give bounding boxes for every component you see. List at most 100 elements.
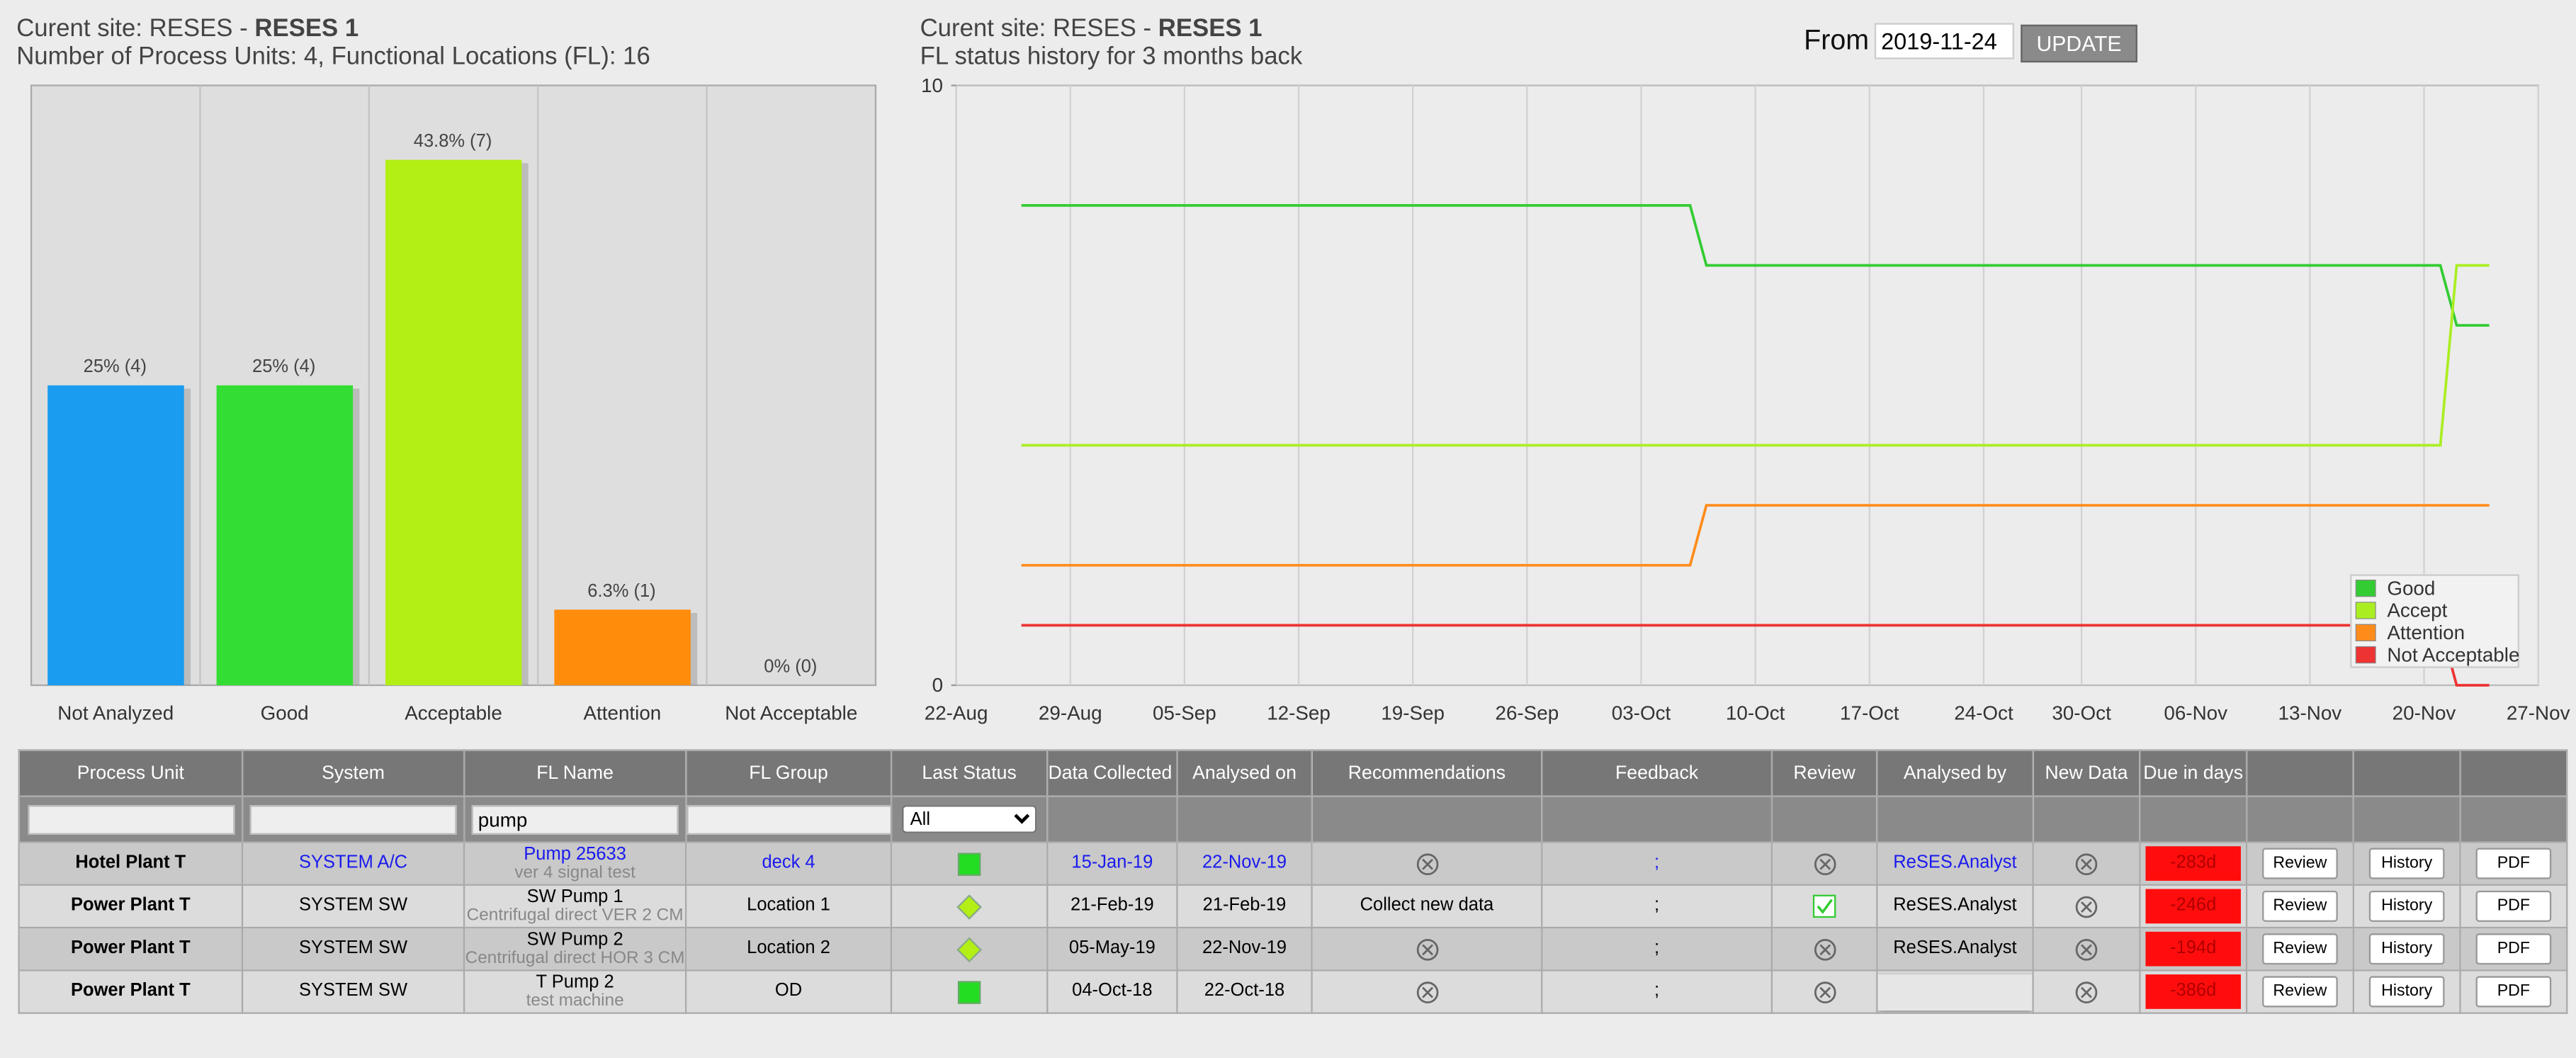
fl-group: deck 4	[684, 841, 893, 886]
new-data	[2032, 884, 2141, 929]
review	[1770, 926, 1878, 972]
x-icon-graphic	[1416, 981, 1438, 1003]
action-button[interactable]: PDF	[2475, 890, 2552, 922]
action-button[interactable]: History	[2368, 933, 2445, 965]
x-icon	[1416, 852, 1438, 874]
column-header: Recommendations	[1311, 749, 1543, 797]
filter-input[interactable]	[687, 804, 890, 834]
column-header: Analysed by	[1876, 749, 2034, 797]
column-header: Last Status	[890, 749, 1049, 797]
action-button[interactable]: History	[2368, 976, 2445, 1008]
analysed-by: ReSES.Analyst	[1876, 926, 2034, 972]
x-tick-label: Attention	[583, 702, 661, 724]
action-button[interactable]: Review	[2262, 976, 2338, 1008]
column-header: Due in days	[2139, 749, 2248, 797]
recommendation	[1311, 969, 1543, 1014]
value-label: 25% (4)	[252, 356, 315, 376]
legend-label: Not Acceptable	[2387, 643, 2519, 665]
system: SYSTEM SW	[241, 969, 465, 1014]
history-title: FL status history for 3 months back	[920, 43, 1303, 69]
action-button[interactable]: Review	[2262, 933, 2338, 965]
action-button[interactable]: History	[2368, 848, 2445, 879]
filter-cell	[2352, 795, 2461, 843]
filter-input[interactable]	[27, 804, 235, 834]
action-button[interactable]: PDF	[2475, 933, 2552, 965]
action-button[interactable]: History	[2368, 890, 2445, 922]
x-icon	[1813, 852, 1836, 874]
check-icon	[1812, 894, 1836, 918]
bar	[216, 385, 354, 685]
column-header	[2352, 749, 2461, 797]
x-tick-label: Not Acceptable	[725, 702, 857, 724]
series-line	[1021, 264, 2490, 447]
filter-cell	[2459, 795, 2568, 843]
fl-group: Location 2	[684, 926, 893, 972]
site-label: Curent site: RESES -	[920, 15, 1152, 42]
site-name: RESES 1	[254, 15, 358, 42]
update-button[interactable]: UPDATE	[2021, 24, 2137, 63]
feedback: ;	[1541, 969, 1773, 1014]
fl-name-text: SW Pump 2	[526, 929, 623, 950]
x-icon	[1416, 938, 1438, 960]
x-tick-label: 22-Aug	[925, 702, 988, 724]
action-cell: Review	[2245, 841, 2354, 886]
action-button[interactable]: PDF	[2475, 976, 2552, 1008]
status-filter[interactable]: All	[902, 805, 1037, 833]
recommendation: Collect new data	[1311, 884, 1543, 929]
filter-input[interactable]	[471, 804, 679, 834]
fl-desc: Centrifugal direct HOR 3 CM	[465, 947, 685, 967]
last-status	[890, 841, 1049, 886]
due-cell: -386d	[2139, 969, 2248, 1014]
column-header: Review	[1770, 749, 1878, 797]
due-cell: -246d	[2139, 884, 2248, 929]
status-icon	[957, 852, 981, 875]
from-date[interactable]	[1874, 23, 2014, 60]
x-tick-label: 26-Sep	[1495, 702, 1559, 724]
fl-desc: test machine	[526, 990, 624, 1010]
action-button[interactable]: Review	[2262, 890, 2338, 922]
recommendation	[1311, 926, 1543, 972]
action-cell: History	[2352, 841, 2461, 886]
status-icon	[956, 893, 983, 919]
last-status	[890, 926, 1049, 972]
table-row: Power Plant T SYSTEM SW SW Pump 1 Centrifug…	[18, 884, 2568, 929]
new-data	[2032, 969, 2141, 1014]
system: SYSTEM SW	[241, 926, 465, 972]
x-tick-label: 20-Nov	[2393, 702, 2456, 724]
fl-name: T Pump 2 test machine	[463, 969, 687, 1014]
site-label: Curent site: RESES -	[16, 15, 248, 42]
legend-swatch	[2355, 579, 2376, 597]
action-button[interactable]: Review	[2262, 848, 2338, 879]
new-data	[2032, 841, 2141, 886]
due-cell: -283d	[2139, 841, 2248, 886]
due-days: -386d	[2145, 974, 2241, 1009]
table-row: Hotel Plant T SYSTEM A/C Pump 25633 ver 4 s…	[18, 841, 2568, 886]
process-unit: Power Plant T	[18, 926, 244, 972]
fl-desc: Centrifugal direct VER 2 CM	[466, 904, 684, 925]
action-cell: History	[2352, 884, 2461, 929]
filter-cell	[2032, 795, 2141, 843]
column-header: Process Unit	[18, 749, 244, 797]
table-row: Power Plant T SYSTEM SW T Pump 2 test machi…	[18, 969, 2568, 1014]
feedback: ;	[1541, 841, 1773, 886]
filter-cell	[1770, 795, 1878, 843]
x-tick-label: 10-Oct	[1726, 702, 1785, 724]
filter-cell	[2139, 795, 2248, 843]
site-line: Curent site: RESES - RESES 1	[16, 15, 358, 42]
data-collected: 04-Oct-18	[1046, 969, 1178, 1014]
x-tick-label: 19-Sep	[1381, 702, 1445, 724]
x-icon-graphic	[1416, 852, 1438, 874]
x-tick-label: 17-Oct	[1840, 702, 1899, 724]
filter-input[interactable]	[249, 804, 457, 834]
x-icon	[2075, 981, 2098, 1003]
fl-desc: ver 4 signal test	[514, 862, 635, 882]
x-tick-label: 13-Nov	[2278, 702, 2342, 724]
action-button[interactable]: PDF	[2475, 848, 2552, 879]
due-days: -194d	[2145, 931, 2241, 967]
column-header	[2459, 749, 2568, 797]
process-unit: Hotel Plant T	[18, 841, 244, 886]
action-cell: Review	[2245, 969, 2354, 1014]
x-tick-label: 05-Sep	[1153, 702, 1216, 724]
analysed-on: 22-Nov-19	[1176, 841, 1313, 886]
